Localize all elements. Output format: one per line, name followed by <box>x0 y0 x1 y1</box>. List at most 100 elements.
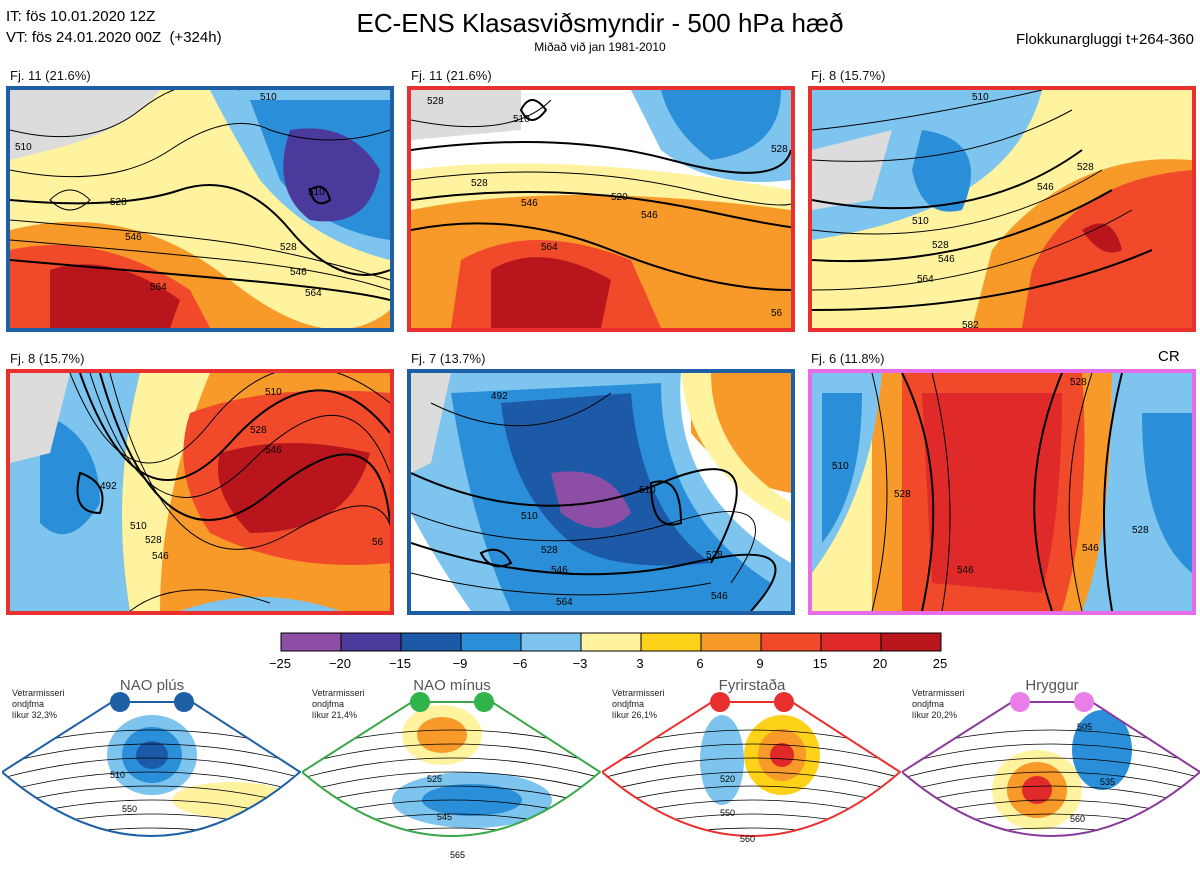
contour-label: 528 <box>894 489 911 500</box>
contour-label: 492 <box>491 391 508 402</box>
contour-label: 546 <box>957 565 974 576</box>
anomaly-area <box>1072 710 1132 790</box>
centre-of-action-marker <box>1074 692 1094 712</box>
regime-map: 510 550 <box>0 690 302 873</box>
contour-label: 528 <box>250 425 267 436</box>
page-title: EC-ENS Klasasviðsmyndir - 500 hPa hæð <box>356 8 844 38</box>
contour-label: 520 <box>611 192 628 203</box>
contour-label: 564 <box>305 288 322 299</box>
cluster-map-4: 510 528 546 492 510 528 546 56 <box>6 369 394 615</box>
contour-label: 510 <box>639 485 656 496</box>
height-contour <box>902 743 1200 765</box>
contour-label: 528 <box>471 178 488 189</box>
colour-bin <box>520 632 582 652</box>
contour-label: 582 <box>962 320 979 328</box>
regime-title: NAO plús <box>119 677 185 694</box>
colour-scale-tick: 15 <box>812 656 828 671</box>
height-contour <box>302 757 600 779</box>
contour-label: 545 <box>437 812 452 822</box>
colour-scale <box>280 632 942 652</box>
contour-label: 510 <box>832 461 849 472</box>
regime-probability: Vetrarmisseri ondjfma líkur 20,2% <box>912 688 965 720</box>
height-contour <box>902 785 1200 807</box>
contour-label: 528 <box>1077 162 1094 173</box>
contour-label: 528 <box>145 535 162 546</box>
height-contour <box>902 757 1200 779</box>
colour-scale-tick: −20 <box>328 656 352 671</box>
contour-label: 528 <box>932 240 949 251</box>
colour-scale-tick: 20 <box>872 656 888 671</box>
cluster-map-3: 510 528 546 564 582 546 528 510 <box>808 86 1196 332</box>
classification-window: Flokkunargluggi t+264-360 <box>1015 31 1194 48</box>
panel-5-label: Fj. 7 (13.7%) <box>411 351 486 366</box>
centre-of-action-marker <box>110 692 130 712</box>
colour-scale-ticks: −25 −20 −15 −9 −6 −3 3 6 9 15 20 25 <box>265 656 965 674</box>
contour-label: 546 <box>641 210 658 221</box>
cluster-map-2: 528 510 528 546 520 546 564 528 56 <box>407 86 795 332</box>
colour-bin <box>640 632 702 652</box>
contour-label: 546 <box>711 591 728 602</box>
colour-bin <box>280 632 342 652</box>
colour-scale-tick: 3 <box>636 656 644 671</box>
height-contour <box>2 743 300 765</box>
contour-label: 546 <box>551 565 568 576</box>
contour-label: 510 <box>265 387 282 398</box>
colour-scale-tick: 9 <box>756 656 764 671</box>
valid-time: VT: fös 24.01.2020 00Z (+324h) <box>6 29 222 46</box>
contour-label: 564 <box>150 282 167 293</box>
height-contour <box>302 827 600 836</box>
cluster-map-6: 510 528 546 546 528 528 <box>808 369 1196 615</box>
colour-bin <box>340 632 402 652</box>
regime-map: 505 535 560 <box>900 690 1200 873</box>
colour-bin <box>820 632 882 652</box>
regime-border <box>0 701 302 837</box>
centre-of-action-marker <box>774 692 794 712</box>
anomaly-area <box>700 715 744 805</box>
regime-border <box>600 701 902 837</box>
regime-border <box>300 701 602 837</box>
contour-label: 492 <box>100 481 117 492</box>
contour-label: 510 <box>130 521 147 532</box>
contour-label: 505 <box>1077 722 1092 732</box>
contour-label: 510 <box>521 511 538 522</box>
colour-scale-tick: 6 <box>696 656 704 671</box>
run-info: IT: fös 10.01.2020 12Z VT: fös 24.01.2020… <box>6 6 222 48</box>
regime-title: NAO mínus <box>413 677 491 694</box>
colour-scale-tick: −6 <box>512 656 528 671</box>
contour-label: 510 <box>15 142 32 153</box>
centre-of-action-marker <box>174 692 194 712</box>
cluster-map-1: 510 546 564 528 546 564 510 510 528 <box>6 86 394 332</box>
panel-1-label: Fj. 11 (21.6%) <box>10 68 91 83</box>
contour-label: 528 <box>706 550 723 561</box>
page-subtitle: Miðað við jan 1981-2010 <box>534 40 666 54</box>
colour-scale-tick: −15 <box>388 656 412 671</box>
contour-label: 528 <box>427 96 444 107</box>
height-contour <box>602 771 900 793</box>
contour-label: 550 <box>122 804 137 814</box>
colour-bin <box>460 632 522 652</box>
contour-label: 535 <box>1100 777 1115 787</box>
contour-label: 510 <box>513 114 530 125</box>
height-contour <box>2 757 300 779</box>
colour-scale-tick: 25 <box>932 656 948 671</box>
contour-label: 546 <box>125 232 142 243</box>
cluster-map-5: 510 528 546 564 510 528 546 492 <box>407 369 795 615</box>
centre-of-action-marker <box>1010 692 1030 712</box>
height-contour <box>902 771 1200 793</box>
colour-bin <box>700 632 762 652</box>
regime-probability: Vetrarmisseri ondjfma líkur 21,4% <box>312 688 365 720</box>
contour-label: 510 <box>912 216 929 227</box>
regime-title: Hryggur <box>1025 677 1079 694</box>
contour-label: 56 <box>771 308 783 319</box>
contour-label: 564 <box>541 242 558 253</box>
contour-label: 528 <box>1070 377 1087 388</box>
panel-4-label: Fj. 8 (15.7%) <box>10 351 85 366</box>
regime-map: 525 545 565 <box>300 690 602 873</box>
colour-bin <box>760 632 822 652</box>
colour-scale-bar <box>280 632 942 652</box>
height-contour <box>2 827 300 836</box>
contour-label: 525 <box>427 774 442 784</box>
contour-label: 510 <box>110 770 125 780</box>
height-contour <box>2 785 300 807</box>
regime-title: Fyrirstaða <box>718 677 786 694</box>
